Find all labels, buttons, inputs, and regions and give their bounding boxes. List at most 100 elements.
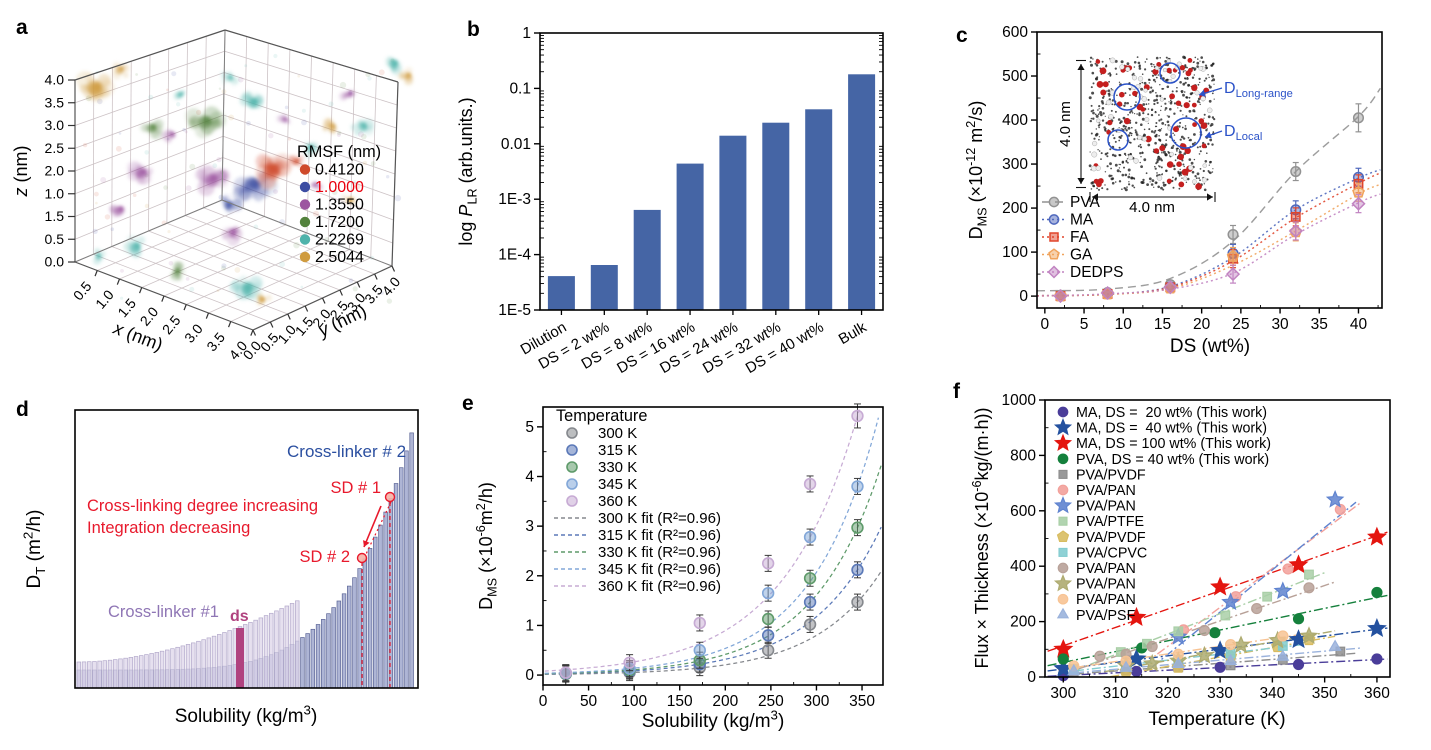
svg-text:Cross-linker #1: Cross-linker #1 (108, 603, 219, 621)
svg-text:2.0: 2.0 (45, 163, 65, 179)
svg-text:PVA/PAN: PVA/PAN (1076, 592, 1136, 608)
svg-text:FA: FA (1070, 229, 1090, 246)
svg-text:2.2269: 2.2269 (315, 232, 364, 249)
svg-text:10: 10 (1115, 316, 1133, 333)
panel-e-scatter-fit: 0 50 100 150 200 250 300 350 0 1 2 3 4 5 Solubility (k… (474, 403, 884, 732)
svg-text:250: 250 (758, 693, 784, 710)
svg-text:log PLR (arb.units.): log PLR (arb.units.) (456, 97, 480, 245)
svg-text:15: 15 (1154, 316, 1171, 333)
svg-text:RMSF (nm): RMSF (nm) (297, 143, 381, 161)
svg-text:Temperature: Temperature (556, 407, 647, 425)
svg-text:0.0: 0.0 (45, 254, 65, 270)
svg-text:345 K fit (R²=0.96): 345 K fit (R²=0.96) (598, 561, 721, 578)
svg-text:0.4120: 0.4120 (315, 162, 364, 179)
svg-text:PVA: PVA (1070, 194, 1101, 211)
svg-text:2.0: 2.0 (137, 303, 162, 328)
svg-text:1.5: 1.5 (114, 295, 139, 320)
svg-text:360: 360 (1364, 685, 1390, 702)
svg-text:200: 200 (1002, 200, 1028, 217)
svg-text:300 K fit (R²=0.96): 300 K fit (R²=0.96) (598, 510, 721, 527)
svg-text:100: 100 (1002, 244, 1028, 261)
svg-text:3.0: 3.0 (181, 320, 206, 345)
svg-text:330: 330 (1207, 685, 1233, 702)
svg-text:Flux × Thickness (×10-6kg/(m·h: Flux × Thickness (×10-6kg/(m·h)) (970, 408, 992, 669)
rmsf-blobs (75, 53, 414, 306)
panel-f-scatter-trend: 300 310 320 330 340 350 360 0 200 400 600 800 1000 Te… (970, 392, 1391, 730)
svg-text:PVA/PVDF: PVA/PVDF (1076, 530, 1146, 546)
svg-text:1.5: 1.5 (45, 208, 65, 224)
svg-text:2.5044: 2.5044 (315, 249, 364, 266)
svg-text:100: 100 (621, 693, 647, 710)
svg-text:0: 0 (1027, 669, 1036, 686)
svg-text:PVA/PAN: PVA/PAN (1076, 561, 1136, 577)
panel-d-schematic: SD # 1 SD # 2 Cross-linking degree increas… (20, 409, 419, 727)
svg-text:3.5: 3.5 (45, 94, 65, 110)
svg-text:320: 320 (1155, 685, 1181, 702)
svg-text:25: 25 (1232, 316, 1249, 333)
svg-text:Cross-linker # 2: Cross-linker # 2 (287, 442, 406, 461)
svg-text:315 K: 315 K (598, 442, 637, 459)
svg-text:0: 0 (1019, 288, 1028, 305)
svg-text:2: 2 (525, 568, 534, 585)
svg-text:Cross-linking degree increasin: Cross-linking degree increasing (87, 497, 318, 515)
svg-text:SD # 1: SD # 1 (331, 479, 381, 497)
svg-text:0.1: 0.1 (509, 80, 531, 97)
svg-text:4.0 nm: 4.0 nm (1057, 101, 1074, 147)
svg-text:1.7200: 1.7200 (315, 214, 364, 231)
svg-text:MA, DS = 20 wt% (This work): MA, DS = 20 wt% (This work) (1076, 405, 1267, 421)
svg-text:Temperature (K): Temperature (K) (1148, 709, 1285, 730)
svg-text:3: 3 (525, 518, 534, 535)
panel-f-legend: MA, DS = 20 wt% (This work)MA, DS = 40 w… (1053, 405, 1271, 624)
svg-text:5: 5 (525, 419, 534, 436)
svg-text:1.3550: 1.3550 (315, 197, 364, 214)
svg-text:150: 150 (667, 693, 693, 710)
panel-a-legend: RMSF (nm)0.41201.00001.35501.72002.22692… (297, 143, 381, 266)
svg-text:330 K fit (R²=0.96): 330 K fit (R²=0.96) (598, 544, 721, 561)
svg-text:2.5: 2.5 (159, 312, 184, 337)
svg-text:0: 0 (525, 667, 534, 684)
svg-text:360 K fit (R²=0.96): 360 K fit (R²=0.96) (598, 578, 721, 595)
svg-text:PVA/CPVC: PVA/CPVC (1076, 545, 1147, 561)
svg-text:300: 300 (1002, 156, 1028, 173)
svg-text:1.0000: 1.0000 (315, 179, 364, 196)
svg-text:DLocal: DLocal (1224, 123, 1262, 143)
svg-text:300 K: 300 K (598, 425, 637, 442)
svg-text:PVA/PVDF: PVA/PVDF (1076, 467, 1146, 483)
svg-text:x (nm): x (nm) (110, 318, 166, 355)
svg-text:5: 5 (1080, 316, 1089, 333)
svg-text:DT (m2/h): DT (m2/h) (20, 510, 48, 589)
svg-text:4.0 nm: 4.0 nm (1129, 199, 1175, 216)
svg-text:PVA/PAN: PVA/PAN (1076, 499, 1136, 515)
svg-text:1: 1 (525, 617, 534, 634)
svg-text:300: 300 (804, 693, 830, 710)
svg-text:30: 30 (1271, 316, 1289, 333)
svg-text:0.5: 0.5 (45, 231, 65, 247)
svg-text:Solubility (kg/m3): Solubility (kg/m3) (175, 702, 318, 727)
svg-text:1000: 1000 (1002, 392, 1037, 409)
svg-text:DEDPS: DEDPS (1070, 264, 1123, 281)
svg-text:800: 800 (1010, 447, 1036, 464)
svg-text:35: 35 (1311, 316, 1328, 333)
svg-text:Integration decreasing: Integration decreasing (87, 519, 250, 537)
svg-text:DS (wt%): DS (wt%) (1170, 336, 1250, 357)
svg-text:z (nm): z (nm) (11, 146, 31, 198)
svg-text:0: 0 (539, 693, 548, 710)
svg-text:310: 310 (1103, 685, 1129, 702)
svg-text:3.5: 3.5 (203, 329, 228, 354)
svg-text:ds: ds (230, 608, 249, 625)
svg-text:330 K: 330 K (598, 459, 637, 476)
svg-text:200: 200 (1010, 614, 1036, 631)
svg-text:1.0: 1.0 (92, 286, 117, 311)
svg-text:3.0: 3.0 (45, 117, 65, 133)
svg-text:200: 200 (712, 693, 738, 710)
svg-text:340: 340 (1259, 685, 1285, 702)
svg-text:MA: MA (1070, 212, 1094, 229)
svg-text:600: 600 (1002, 24, 1028, 41)
panel-a-3d-plot: 4.03.53.02.52.01.01.50.50.00.51.01.52.02… (11, 29, 414, 363)
svg-text:40: 40 (1350, 316, 1368, 333)
svg-text:PVA/PAN: PVA/PAN (1076, 483, 1136, 499)
